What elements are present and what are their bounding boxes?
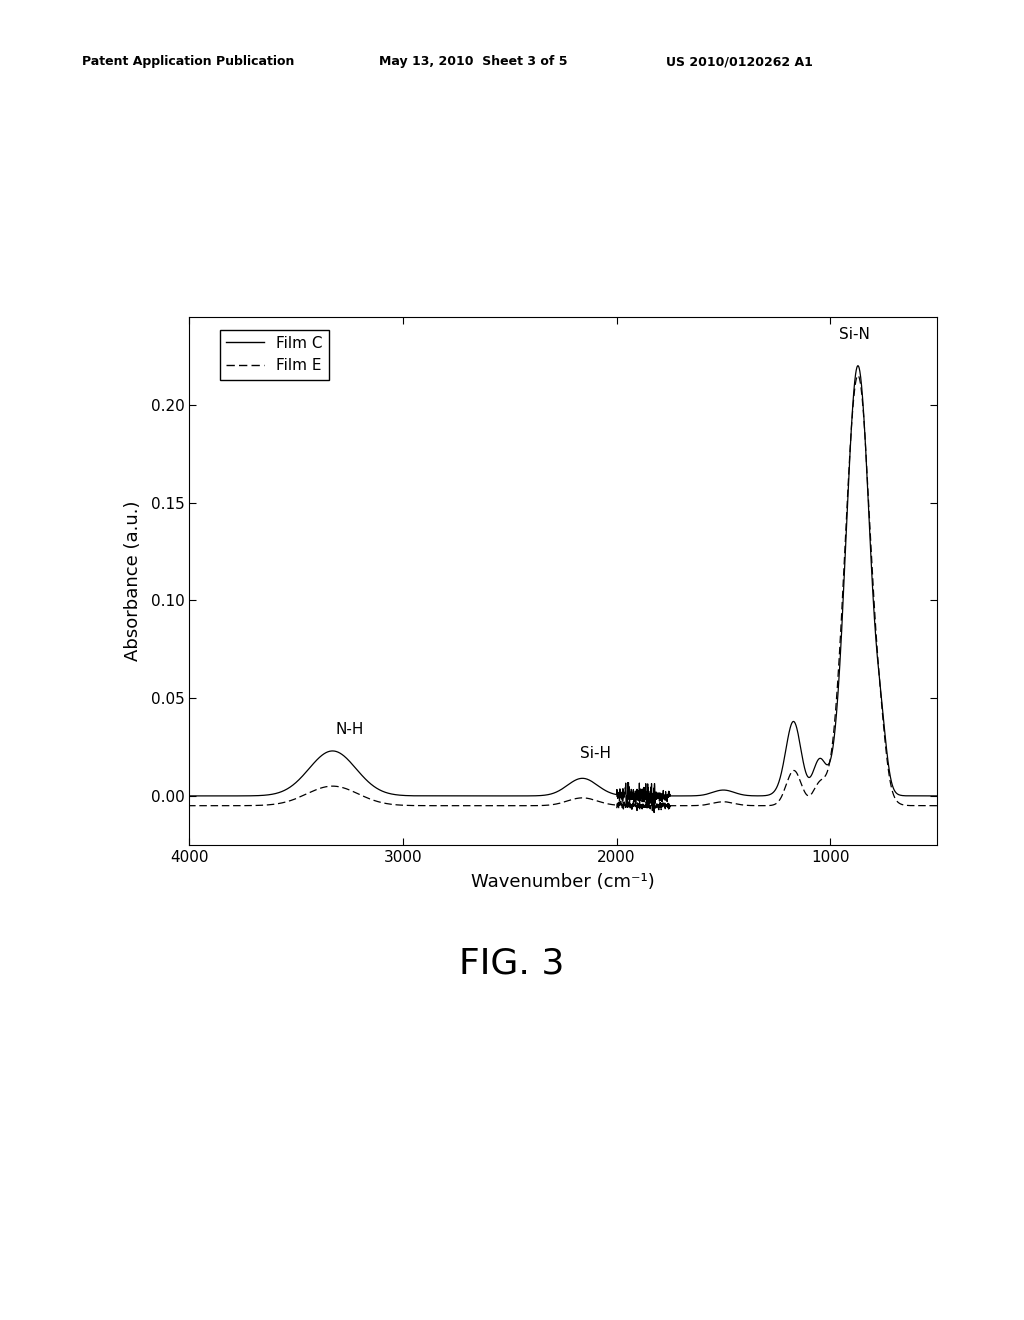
X-axis label: Wavenumber (cm⁻¹): Wavenumber (cm⁻¹)	[471, 873, 655, 891]
Film E	[774, 791, 786, 807]
Text: Si-H: Si-H	[580, 746, 610, 760]
Film C	[241, 788, 253, 804]
Film C	[456, 788, 468, 804]
Y-axis label: Absorbance (a.u.): Absorbance (a.u.)	[125, 500, 142, 661]
Text: Patent Application Publication: Patent Application Publication	[82, 55, 294, 69]
Film C	[774, 767, 786, 783]
Text: Si-N: Si-N	[839, 327, 869, 342]
Film E	[456, 797, 468, 813]
Film C	[648, 805, 660, 821]
Film E	[241, 797, 253, 813]
Text: FIG. 3: FIG. 3	[460, 946, 564, 981]
Text: US 2010/0120262 A1: US 2010/0120262 A1	[666, 55, 812, 69]
Film C	[183, 788, 196, 804]
Legend: Film C, Film E: Film C, Film E	[219, 330, 329, 380]
Film E	[660, 800, 673, 816]
Film C	[852, 358, 864, 374]
Film C	[660, 791, 673, 807]
Film E	[631, 803, 643, 818]
Film C	[486, 788, 499, 804]
Film C	[931, 788, 943, 804]
Text: N-H: N-H	[336, 722, 364, 738]
Film E	[183, 797, 196, 813]
Line: Film E: Film E	[189, 375, 937, 810]
Film E	[486, 797, 499, 813]
Film E	[931, 797, 943, 813]
Film E	[578, 789, 590, 805]
Text: May 13, 2010  Sheet 3 of 5: May 13, 2010 Sheet 3 of 5	[379, 55, 567, 69]
Film C	[578, 771, 590, 787]
Line: Film C: Film C	[189, 366, 937, 813]
Film E	[852, 367, 864, 383]
